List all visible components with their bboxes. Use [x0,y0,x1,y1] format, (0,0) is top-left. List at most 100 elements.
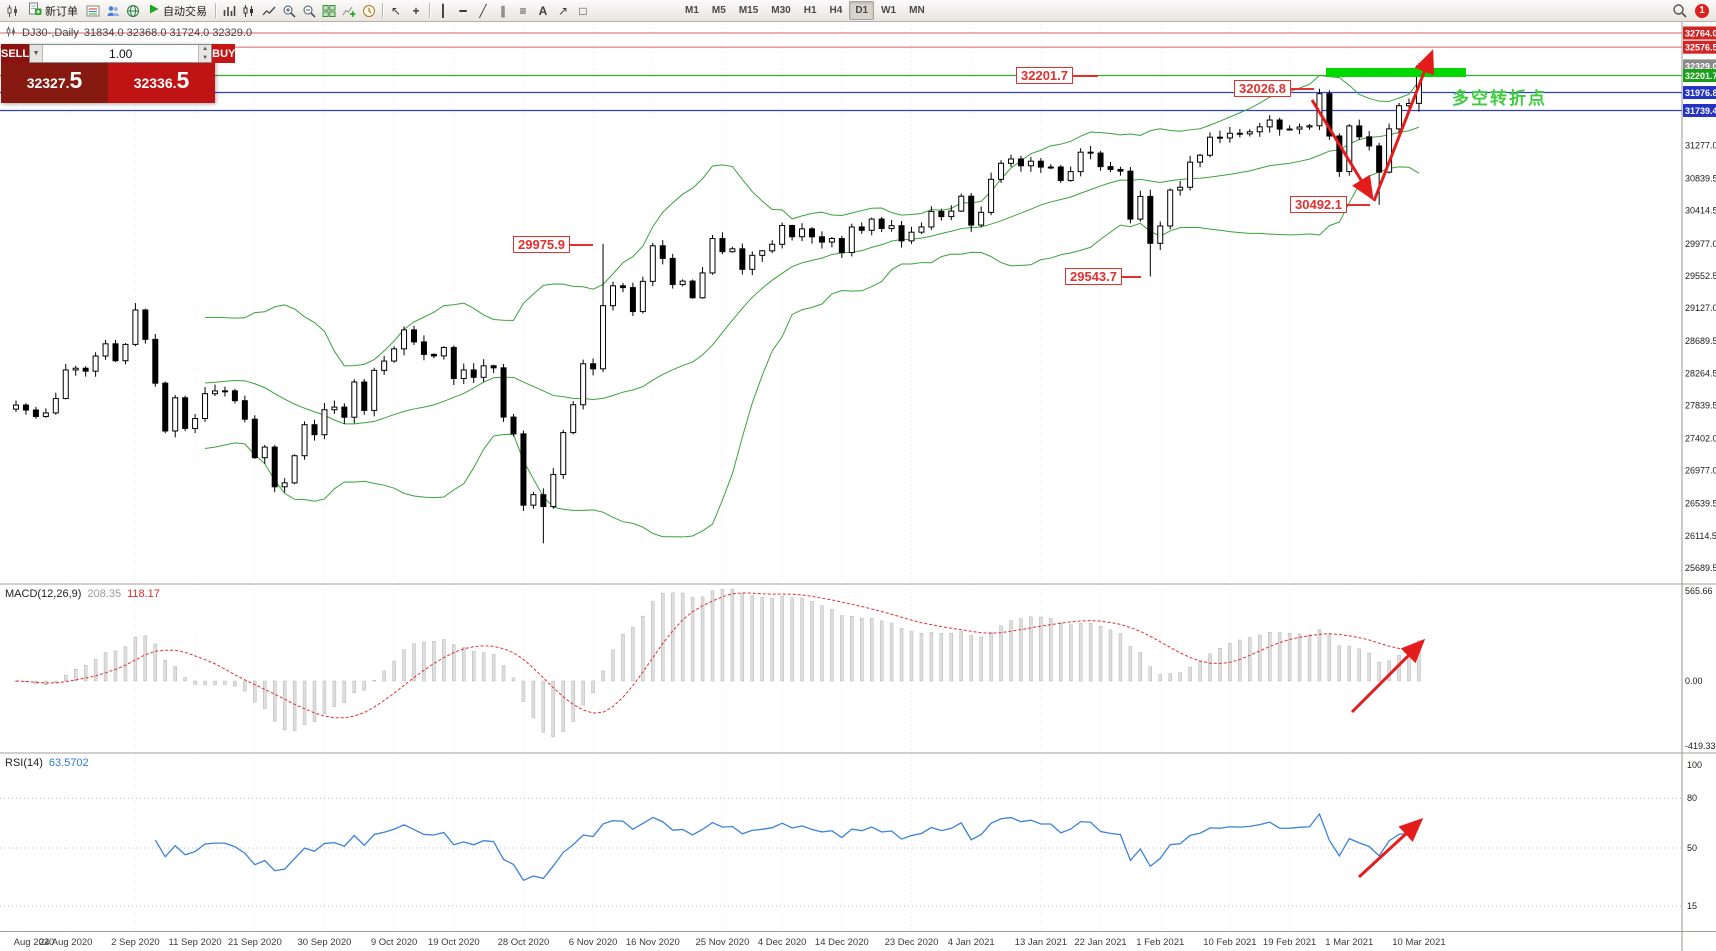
svg-text:29977.0: 29977.0 [1685,239,1716,249]
svg-text:-419.33: -419.33 [1685,741,1716,751]
trend-arrows[interactable] [1310,49,1435,879]
buy-button[interactable]: BUY [212,44,236,63]
svg-text:19 Oct 2020: 19 Oct 2020 [428,937,480,948]
auto-trading-button[interactable]: 自动交易 [143,1,212,20]
volume-down-button[interactable]: ▼ [199,53,212,62]
price-axis[interactable]: 31277.0 30839.5 30414.5 29977.0 29552.5 29127… [1681,22,1716,951]
arrows-tool-icon[interactable]: ↗ [557,3,569,18]
shapes-tool-icon[interactable]: □ [579,3,587,18]
svg-text:0.00: 0.00 [1685,676,1703,686]
svg-text:32201.7: 32201.7 [1685,71,1716,81]
indicators-icon[interactable] [339,1,359,20]
macd-histogram [14,588,1421,738]
chart-window-icon[interactable] [3,1,23,20]
sell-price-pip: 5 [69,67,83,93]
price-callout-29975[interactable]: 29975.9 [513,236,593,253]
svg-text:26539.5: 26539.5 [1685,499,1716,509]
volume-dropdown-button[interactable]: ▼ [30,45,44,62]
svg-text:2 Sep 2020: 2 Sep 2020 [111,937,160,948]
zoom-out-icon[interactable] [299,1,319,20]
volume-up-button[interactable]: ▲ [199,45,212,54]
candles[interactable] [13,62,1422,544]
svg-text:31976.8: 31976.8 [1685,88,1716,98]
channel-tool-icon[interactable]: ∥ [500,3,506,18]
trendline-tool-icon[interactable]: ╱ [479,3,487,18]
chart-title: DJ30-,Daily 31834.0 32368.0 31724.0 3232… [6,26,252,40]
timeframe-mn-button[interactable]: MN [909,5,925,16]
svg-text:29552.5: 29552.5 [1685,271,1716,281]
text-tool-icon[interactable]: A [538,3,548,18]
panel-separators[interactable] [0,583,1716,934]
contacts-icon[interactable] [103,1,123,20]
turning-point-label: 多空转折点 [1452,89,1547,108]
price-callout-30492[interactable]: 30492.1 [1290,196,1370,213]
rsi-line [154,812,1420,882]
one-click-trade-panel: SELL ▼ ▲ ▼ BUY 32327.5 32336.5 [1,44,236,103]
horizontal-line-tool-icon[interactable]: ━ [459,3,467,18]
callout-tick [1346,203,1370,206]
timeframe-m15-button[interactable]: M15 [738,5,759,16]
new-order-button[interactable]: 新订单 [23,1,83,20]
rsi-name: RSI(14) [5,757,43,769]
tile-windows-icon[interactable] [319,1,339,20]
crosshair-icon[interactable]: + [412,3,420,18]
timeframe-h4-button[interactable]: H4 [829,5,843,16]
rsi-label: RSI(14) 63.5702 [5,757,89,769]
price-callout-32026[interactable]: 32026.8 [1234,80,1314,97]
svg-text:30414.5: 30414.5 [1685,206,1716,216]
periods-clock-icon[interactable] [359,1,379,20]
buy-price-main: 32336. [133,75,177,91]
callout-label: 29975.9 [518,237,565,252]
macd-axis[interactable]: 565.66 0.00 -419.33 [1685,586,1716,751]
search-icon[interactable] [1669,1,1689,20]
buy-price-display[interactable]: 32336. 5 [108,63,215,103]
svg-text:21 Sep 2020: 21 Sep 2020 [228,937,282,948]
svg-text:29127.0: 29127.0 [1685,303,1716,313]
svg-text:19 Feb 2021: 19 Feb 2021 [1263,937,1316,948]
cursor-icon[interactable]: ↖ [390,3,402,18]
macd-signal-value: 118.17 [127,588,160,600]
timeframe-h1-button[interactable]: H1 [803,5,817,16]
bar-chart-icon[interactable] [219,1,239,20]
zoom-in-icon[interactable] [279,1,299,20]
svg-text:23 Dec 2020: 23 Dec 2020 [885,937,939,948]
sell-button[interactable]: SELL [1,44,30,63]
callout-tick [1290,87,1314,90]
svg-text:27402.0: 27402.0 [1685,433,1716,443]
callout-label: 29543.7 [1070,269,1117,284]
rsi-axis[interactable]: 100 80 50 15 [1687,760,1702,911]
market-watch-icon[interactable] [83,1,103,20]
timeframe-m30-button[interactable]: M30 [771,5,791,16]
timeframe-m1-button[interactable]: M1 [685,5,699,16]
svg-text:26114.5: 26114.5 [1685,531,1716,541]
svg-text:Aug 2020: Aug 2020 [14,937,55,948]
line-chart-icon[interactable] [259,1,279,20]
timeframe-w1-button[interactable]: W1 [881,5,897,16]
svg-text:32329.0: 32329.0 [1685,61,1716,71]
web-globe-icon[interactable] [123,1,143,20]
macd-label: MACD(12,26,9) 208.35 118.17 [5,588,160,600]
price-callout-29543[interactable]: 29543.7 [1065,268,1141,285]
price-callout-32201[interactable]: 32201.7 [1016,67,1098,84]
resistance-zone-highlight[interactable] [1326,68,1466,77]
svg-text:10 Mar 2021: 10 Mar 2021 [1392,937,1445,948]
timeframe-d1-button[interactable]: D1 [849,1,875,20]
volume-input[interactable] [43,45,199,62]
toolbar-separator [429,3,430,18]
svg-text:32576.5: 32576.5 [1685,43,1716,53]
macd-name: MACD(12,26,9) [5,588,82,600]
candlestick-chart-icon[interactable] [239,1,259,20]
rsi-levels [0,797,1682,907]
callout-tick [1121,275,1141,278]
svg-text:4 Dec 2020: 4 Dec 2020 [758,937,807,948]
svg-text:16 Nov 2020: 16 Nov 2020 [626,937,680,948]
callout-label: 32026.8 [1239,81,1286,96]
notification-badge[interactable]: 1 [1695,3,1709,18]
vertical-line-tool-icon[interactable]: ┃ [439,3,447,18]
new-order-icon [28,2,42,19]
fibonacci-tool-icon[interactable]: ≡ [519,3,527,18]
timeframe-m5-button[interactable]: M5 [711,5,726,16]
sell-price-display[interactable]: 32327. 5 [1,63,108,103]
